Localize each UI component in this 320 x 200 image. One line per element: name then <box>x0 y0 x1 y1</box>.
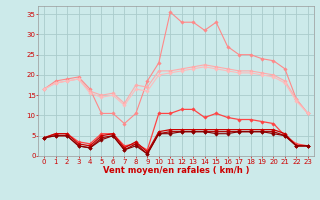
X-axis label: Vent moyen/en rafales ( km/h ): Vent moyen/en rafales ( km/h ) <box>103 166 249 175</box>
